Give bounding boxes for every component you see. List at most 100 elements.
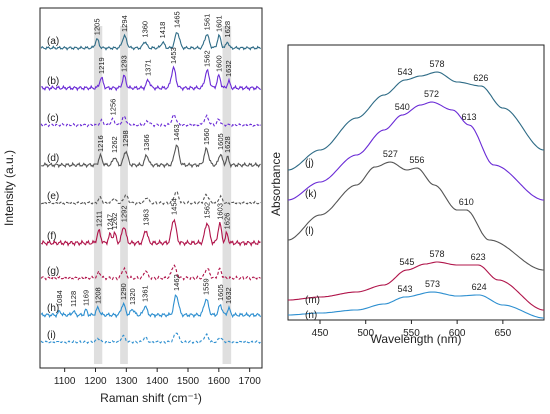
series-line [40, 31, 261, 51]
peak-label: 1363 [141, 209, 150, 226]
peak-label: 1247 [106, 214, 115, 231]
peak-label: 1601 [215, 15, 224, 32]
series-label: (e) [47, 191, 59, 202]
x-tick-label: 1200 [84, 376, 107, 387]
peak-label: 1605 [216, 284, 225, 301]
peak-label: 543 [398, 67, 413, 77]
peak-label: 1603 [215, 203, 224, 220]
series-line [40, 190, 261, 206]
peak-label: 578 [430, 249, 445, 259]
peak-label: 1262 [110, 136, 119, 153]
x-tick-label: 600 [449, 328, 466, 339]
peak-label: 1560 [202, 128, 211, 145]
peak-label: 1208 [94, 287, 103, 304]
peak-label: 623 [471, 252, 486, 262]
series-line [287, 161, 545, 271]
peak-label: 1628 [223, 21, 232, 38]
peak-label: 1294 [120, 15, 129, 32]
series-label: (b) [47, 76, 59, 87]
peak-label: 1361 [141, 285, 150, 302]
peak-label: 1626 [222, 213, 231, 230]
x-tick-label: 550 [403, 328, 420, 339]
peak-label: 626 [473, 73, 488, 83]
peak-label: 1453 [169, 47, 178, 64]
highlight-band [222, 26, 232, 364]
peak-label: 1605 [216, 133, 225, 150]
x-tick-label: 500 [357, 328, 374, 339]
peak-label: 1628 [223, 136, 232, 153]
series-line [41, 144, 261, 169]
peak-label: 572 [424, 89, 439, 99]
peak-label: 573 [425, 279, 440, 289]
peak-label: 545 [399, 257, 414, 267]
peak-label: 610 [459, 197, 474, 207]
x-tick-label: 1300 [115, 376, 138, 387]
series-line [40, 264, 261, 281]
absorbance-plot-frame [287, 44, 545, 321]
series-label: (i) [47, 330, 56, 341]
x-tick-label: 1700 [239, 376, 262, 387]
series-line [288, 291, 545, 319]
peak-label: 578 [430, 59, 445, 69]
series-label: (c) [47, 113, 59, 124]
peak-label: 1562 [203, 202, 212, 219]
absorbance-x-axis-label: Wavelength (nm) [371, 332, 462, 346]
peak-label: 1262 [110, 213, 119, 230]
peak-label: 1462 [172, 274, 181, 291]
absorbance-y-axis-label: Absorbance [269, 152, 283, 216]
series-label: (g) [47, 266, 59, 277]
peak-label: 1632 [224, 60, 233, 77]
absorbance-series-group: (j) 543 578 626 (k) 540 572 613 (l) 527 556 610 (m) 5… [287, 59, 545, 321]
peak-label: 527 [383, 149, 398, 159]
series-line [287, 101, 545, 201]
series-line [40, 113, 261, 128]
peak-label: 1216 [96, 135, 105, 152]
raman-x-ticks: 1100 1200 1300 1400 1500 1600 1700 [54, 368, 261, 387]
series-label: (h) [47, 303, 59, 314]
peak-label: 1084 [55, 290, 64, 307]
series-line [287, 71, 545, 171]
highlight-band [120, 26, 128, 364]
peak-label: 1211 [94, 211, 103, 227]
peak-label: 1205 [93, 19, 102, 36]
peak-label: 1561 [202, 14, 211, 31]
peak-label: 1562 [203, 50, 212, 67]
series-label: (n) [305, 310, 317, 321]
peak-label: 543 [398, 284, 413, 294]
raman-plot-frame [39, 7, 263, 369]
peak-label: 1366 [142, 134, 151, 151]
series-label: (l) [305, 226, 314, 237]
peak-label: 1454 [169, 198, 178, 215]
x-tick-label: 1100 [54, 376, 76, 387]
series-line [40, 218, 261, 247]
peak-label: 1320 [128, 288, 137, 305]
peak-label: 1219 [97, 57, 106, 74]
peak-label: 1371 [144, 59, 153, 76]
x-tick-label: 1600 [208, 376, 231, 387]
series-label: (j) [305, 158, 314, 169]
peak-label: 1465 [173, 11, 182, 28]
highlight-bands [93, 26, 232, 364]
peak-label: 540 [395, 102, 410, 112]
peak-label: 1290 [119, 283, 128, 300]
peak-label: 613 [462, 112, 477, 122]
peak-label: 1418 [158, 22, 167, 39]
series-label: (k) [305, 189, 317, 200]
absorbance-x-ticks: 450 500 550 600 650 [312, 320, 512, 339]
series-line [288, 261, 545, 311]
absorbance-chart: (j) 543 578 626 (k) 540 572 613 (l) 527 556 610 (m) 5… [269, 44, 545, 346]
series-label: (a) [47, 36, 59, 47]
peak-label: 624 [472, 282, 487, 292]
x-tick-label: 1400 [146, 376, 169, 387]
peak-label: 556 [409, 155, 424, 165]
x-tick-label: 450 [312, 328, 329, 339]
series-line [40, 294, 261, 319]
series-line [40, 332, 261, 345]
x-tick-label: 1500 [177, 376, 200, 387]
series-label: (d) [47, 153, 59, 164]
series-label: (m) [305, 295, 320, 306]
